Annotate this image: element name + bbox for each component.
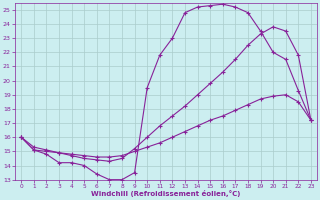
X-axis label: Windchill (Refroidissement éolien,°C): Windchill (Refroidissement éolien,°C) (92, 190, 241, 197)
